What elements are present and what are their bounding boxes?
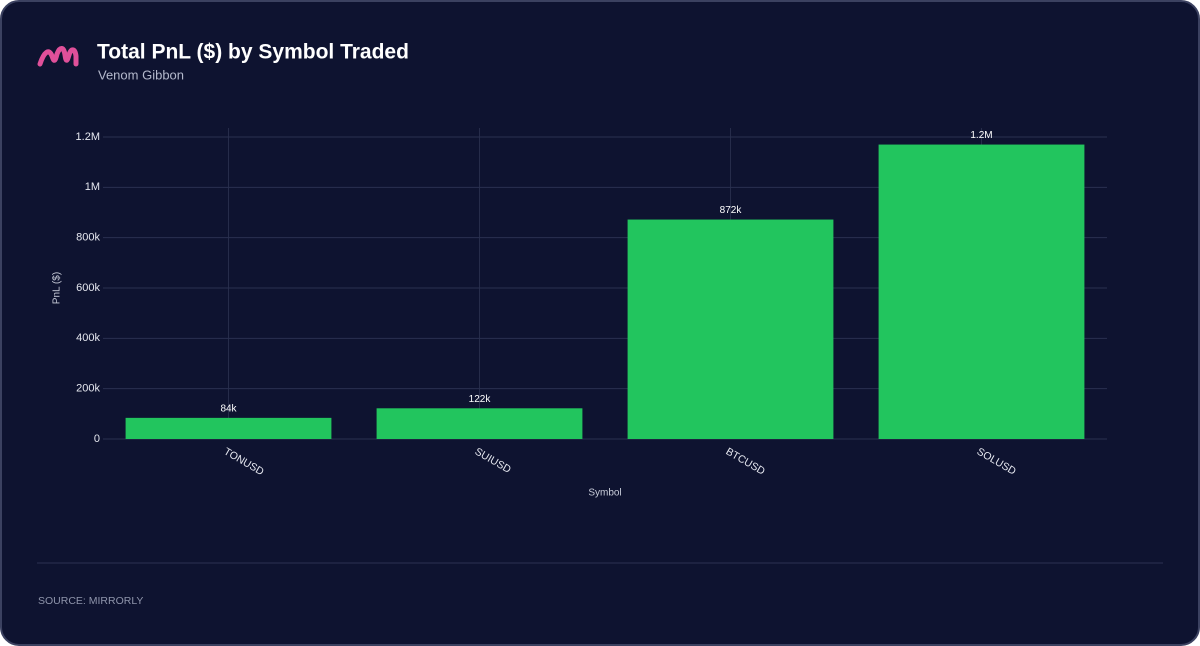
x-axis-label: Symbol (588, 488, 621, 499)
y-axis-label: PnL ($) (52, 272, 63, 304)
bar (376, 408, 583, 439)
y-tick-label: 400k (76, 332, 100, 344)
chart-subtitle: Venom Gibbon (98, 67, 184, 82)
logo (37, 46, 79, 67)
plot-area: 0200k400k600k800k1M1.2M84kTONUSD122kSUIU… (76, 128, 1107, 478)
bar (125, 417, 332, 439)
source: SOURCE: MIRRORLY (38, 595, 143, 607)
bar (627, 219, 834, 439)
value-label: 84k (220, 404, 237, 415)
chart-title: Total PnL ($) by Symbol Traded (97, 41, 409, 64)
bar (878, 144, 1085, 440)
y-tick-label: 1.2M (76, 131, 100, 143)
y-tick-label: 200k (76, 383, 100, 395)
value-label: 872k (720, 205, 743, 216)
y-tick-label: 1M (85, 181, 100, 193)
y-tick-label: 800k (76, 232, 100, 244)
value-label: 122k (469, 394, 492, 405)
y-tick-label: 0 (94, 433, 100, 445)
y-tick-label: 600k (76, 282, 100, 294)
value-label: 1.2M (970, 130, 992, 141)
